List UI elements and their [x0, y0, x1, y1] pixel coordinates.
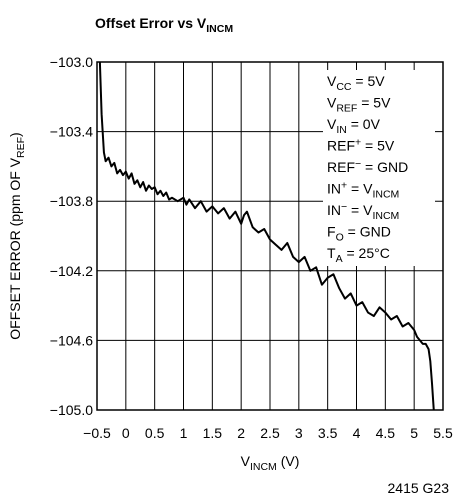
- x-tick-label: 0: [122, 425, 130, 441]
- text-part: = 0V: [347, 116, 381, 132]
- text-part: REF: [15, 137, 27, 158]
- text-part: REF: [327, 138, 355, 154]
- annotation: VREF = 5V: [327, 95, 391, 115]
- text-part: INCM: [372, 210, 399, 222]
- text-part: V: [327, 95, 337, 111]
- text-part: F: [327, 224, 336, 240]
- annotation: IN− = VINCM: [327, 201, 399, 222]
- text-part: INCM: [250, 461, 277, 473]
- chart-title: Offset Error vs VINCM: [95, 15, 233, 35]
- x-tick-label: 3.5: [318, 425, 338, 441]
- text-part: = GND: [344, 224, 391, 240]
- text-part: = V: [347, 181, 373, 197]
- text-part: IN: [327, 181, 341, 197]
- text-part: (V): [277, 453, 300, 469]
- plot-frame: [96, 61, 444, 411]
- x-axis-label: VINCM (V): [241, 453, 300, 473]
- text-part: OFFSET ERROR (ppm OF V: [7, 157, 23, 339]
- y-axis-label: OFFSET ERROR (ppm OF VREF): [7, 132, 27, 339]
- text-part: O: [336, 232, 344, 244]
- text-part: V: [327, 73, 337, 89]
- x-tick-label: 3: [295, 425, 303, 441]
- y-tick-label: −103.4: [50, 124, 93, 140]
- text-part: +: [355, 137, 361, 149]
- text-part: A: [336, 253, 343, 265]
- annotation: IN+ = VINCM: [327, 180, 399, 201]
- x-tick-label: 1: [180, 425, 188, 441]
- text-part: V: [327, 116, 337, 132]
- y-tick-label: −103.8: [50, 193, 93, 209]
- text-part: = GND: [361, 159, 408, 175]
- annotation: TA = 25°C: [327, 245, 390, 265]
- text-part: REF: [327, 159, 355, 175]
- text-part: REF: [336, 103, 357, 115]
- x-tick-label: 2: [237, 425, 245, 441]
- y-tick-label: −104.2: [50, 263, 93, 279]
- data-line: [98, 61, 435, 411]
- footnote: 2415 G23: [388, 480, 450, 496]
- y-tick-label: −105.0: [50, 402, 93, 418]
- annotation: REF− = GND: [327, 158, 408, 175]
- text-part: INCM: [206, 23, 233, 35]
- y-tick-label: −103.0: [50, 54, 93, 70]
- text-part: = 5V: [352, 73, 386, 89]
- text-part: +: [341, 180, 347, 192]
- x-tick-label: −0.5: [83, 425, 111, 441]
- text-part: INCM: [372, 189, 399, 201]
- annotation: REF+ = 5V: [327, 137, 395, 154]
- x-tick-label: 4: [353, 425, 361, 441]
- x-tick-label: 5: [410, 425, 418, 441]
- x-tick-label: 4.5: [376, 425, 396, 441]
- x-tick-label: 5.5: [433, 425, 453, 441]
- text-part: T: [327, 245, 336, 261]
- annotation: VCC = 5V: [327, 73, 385, 93]
- text-part: = 5V: [357, 95, 391, 111]
- text-part: IN: [327, 202, 341, 218]
- text-part: = V: [347, 202, 373, 218]
- text-part: ): [7, 132, 23, 137]
- annotation: FO = GND: [327, 224, 391, 244]
- text-part: = 5V: [361, 138, 395, 154]
- text-part: = 25°C: [343, 245, 390, 261]
- x-tick-label: 2.5: [260, 425, 280, 441]
- annotation-box: [323, 70, 435, 266]
- annotation: VIN = 0V: [327, 116, 381, 136]
- text-part: −: [341, 201, 347, 213]
- x-tick-label: 1.5: [203, 425, 223, 441]
- text-part: IN: [336, 124, 347, 136]
- text-part: V: [241, 453, 251, 469]
- x-tick-label: 0.5: [145, 425, 165, 441]
- text-part: −: [355, 158, 361, 170]
- text-part: Offset Error vs V: [95, 15, 207, 31]
- text-part: CC: [336, 81, 352, 93]
- y-tick-label: −104.6: [50, 332, 93, 348]
